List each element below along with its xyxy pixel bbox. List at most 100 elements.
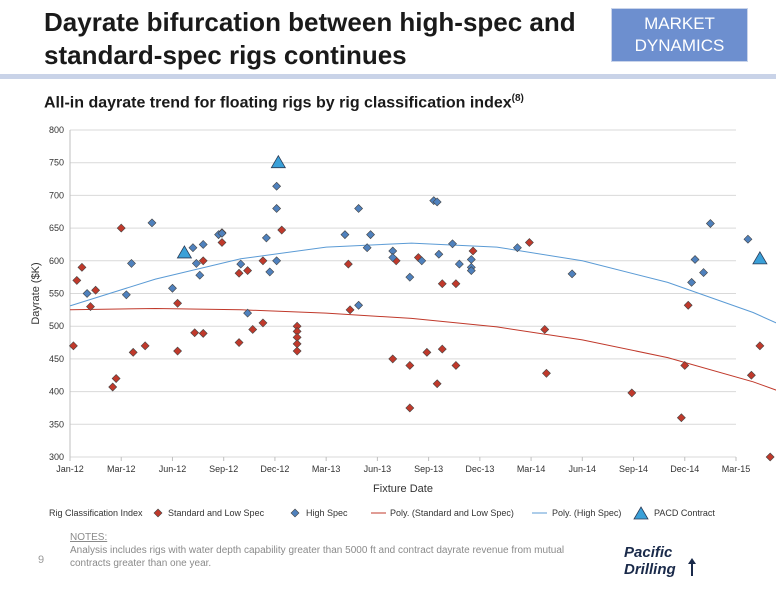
point-standard [437,344,447,354]
point-standard [683,300,693,310]
point-high-spec [243,308,253,318]
point-standard [258,256,268,266]
legend-title: Rig Classification Index [49,508,143,518]
x-tick-label: Dec-13 [465,464,494,474]
point-high-spec [690,255,700,264]
point-standard [248,325,258,334]
point-standard [277,225,287,235]
legend-marker-pacd [633,506,649,520]
point-standard [388,354,398,364]
point-high-spec [127,258,136,268]
legend-marker-standard [153,508,163,518]
y-tick-label: 400 [49,387,64,397]
point-standard [680,361,690,370]
y-tick-label: 350 [49,419,64,429]
point-high-spec [405,272,415,282]
point-standard [234,268,244,278]
legend-label-high-spec: High Spec [306,508,348,518]
point-high-spec [272,204,282,213]
point-high-spec [448,239,457,249]
point-standard [234,338,244,347]
y-tick-label: 650 [49,223,64,233]
point-high-spec [366,230,375,240]
x-tick-label: Dec-14 [670,464,699,474]
point-standard [72,275,82,285]
point-high-spec [217,228,227,238]
point-high-spec [743,234,753,244]
point-standard [422,347,432,357]
page-number: 9 [38,554,45,566]
point-standard [173,298,183,308]
point-standard [77,262,87,272]
point-standard [676,413,686,423]
y-tick-label: 700 [49,190,64,200]
y-tick-label: 550 [49,289,64,299]
point-standard [128,347,138,357]
point-high-spec [354,300,364,310]
legend-marker-high-spec [290,508,300,518]
point-standard [451,279,461,289]
point-standard [542,368,551,378]
point-standard [540,325,550,334]
point-high-spec [261,233,271,243]
point-standard [345,305,355,315]
point-standard [116,223,126,233]
point-standard [198,328,208,338]
badge-line-1: MARKET [644,14,715,33]
y-tick-label: 750 [49,158,64,168]
point-standard [524,238,534,247]
point-standard [746,370,756,380]
chart-subtitle: All-in dayrate trend for floating rigs b… [44,93,524,112]
point-standard [173,346,183,356]
point-high-spec [121,290,131,300]
point-high-spec [432,197,442,207]
x-tick-label: Mar-14 [517,464,546,474]
x-tick-label: Jun-14 [569,464,597,474]
x-tick-label: Sep-12 [209,464,238,474]
point-standard [292,346,302,356]
y-axis-title: Dayrate ($K) [30,262,42,324]
point-standard [755,341,765,351]
point-standard [258,318,268,328]
header-divider [0,74,776,79]
subtitle-text: All-in dayrate trend for floating rigs b… [44,94,512,112]
point-standard [343,259,353,269]
x-tick-label: Jun-13 [364,464,392,474]
point-standard [108,382,118,392]
point-pacd-contract [752,251,768,265]
subtitle-footnote: (8) [511,93,524,104]
x-tick-label: Mar-13 [312,464,341,474]
point-high-spec [567,269,577,279]
point-high-spec [340,230,350,240]
y-tick-label: 450 [49,354,64,364]
company-logo: Pacific Drilling [618,538,728,578]
point-high-spec [687,277,697,287]
trendline-high-spec [69,242,776,324]
point-standard [437,279,447,289]
point-high-spec [188,243,198,253]
point-standard [198,256,208,266]
trendline-standard [69,307,776,391]
point-standard [468,246,478,256]
point-high-spec [82,289,92,298]
point-standard [405,403,415,413]
point-standard [765,452,775,462]
y-tick-label: 600 [49,256,64,266]
scatter-chart: 300 350 400 450 500 550 600 650 700 750 800 Jan-12 M… [30,125,776,520]
point-standard [243,266,253,276]
point-high-spec [466,255,476,264]
y-tick-label: 800 [49,125,64,135]
point-standard [91,285,101,295]
point-high-spec [265,267,275,277]
notes-block: NOTES: Analysis includes rigs with water… [70,531,590,570]
point-high-spec [195,270,205,280]
x-tick-label: Jun-12 [159,464,187,474]
legend-label-trend-high-spec: Poly. (High Spec) [552,508,621,518]
point-standard [68,341,78,351]
point-standard [190,328,200,338]
badge-line-2: DYNAMICS [634,36,725,55]
x-tick-label: Dec-12 [260,464,289,474]
notes-text: Analysis includes rigs with water depth … [70,545,565,569]
logo-text: Pacific Drilling [624,544,676,578]
point-standard [140,341,150,351]
